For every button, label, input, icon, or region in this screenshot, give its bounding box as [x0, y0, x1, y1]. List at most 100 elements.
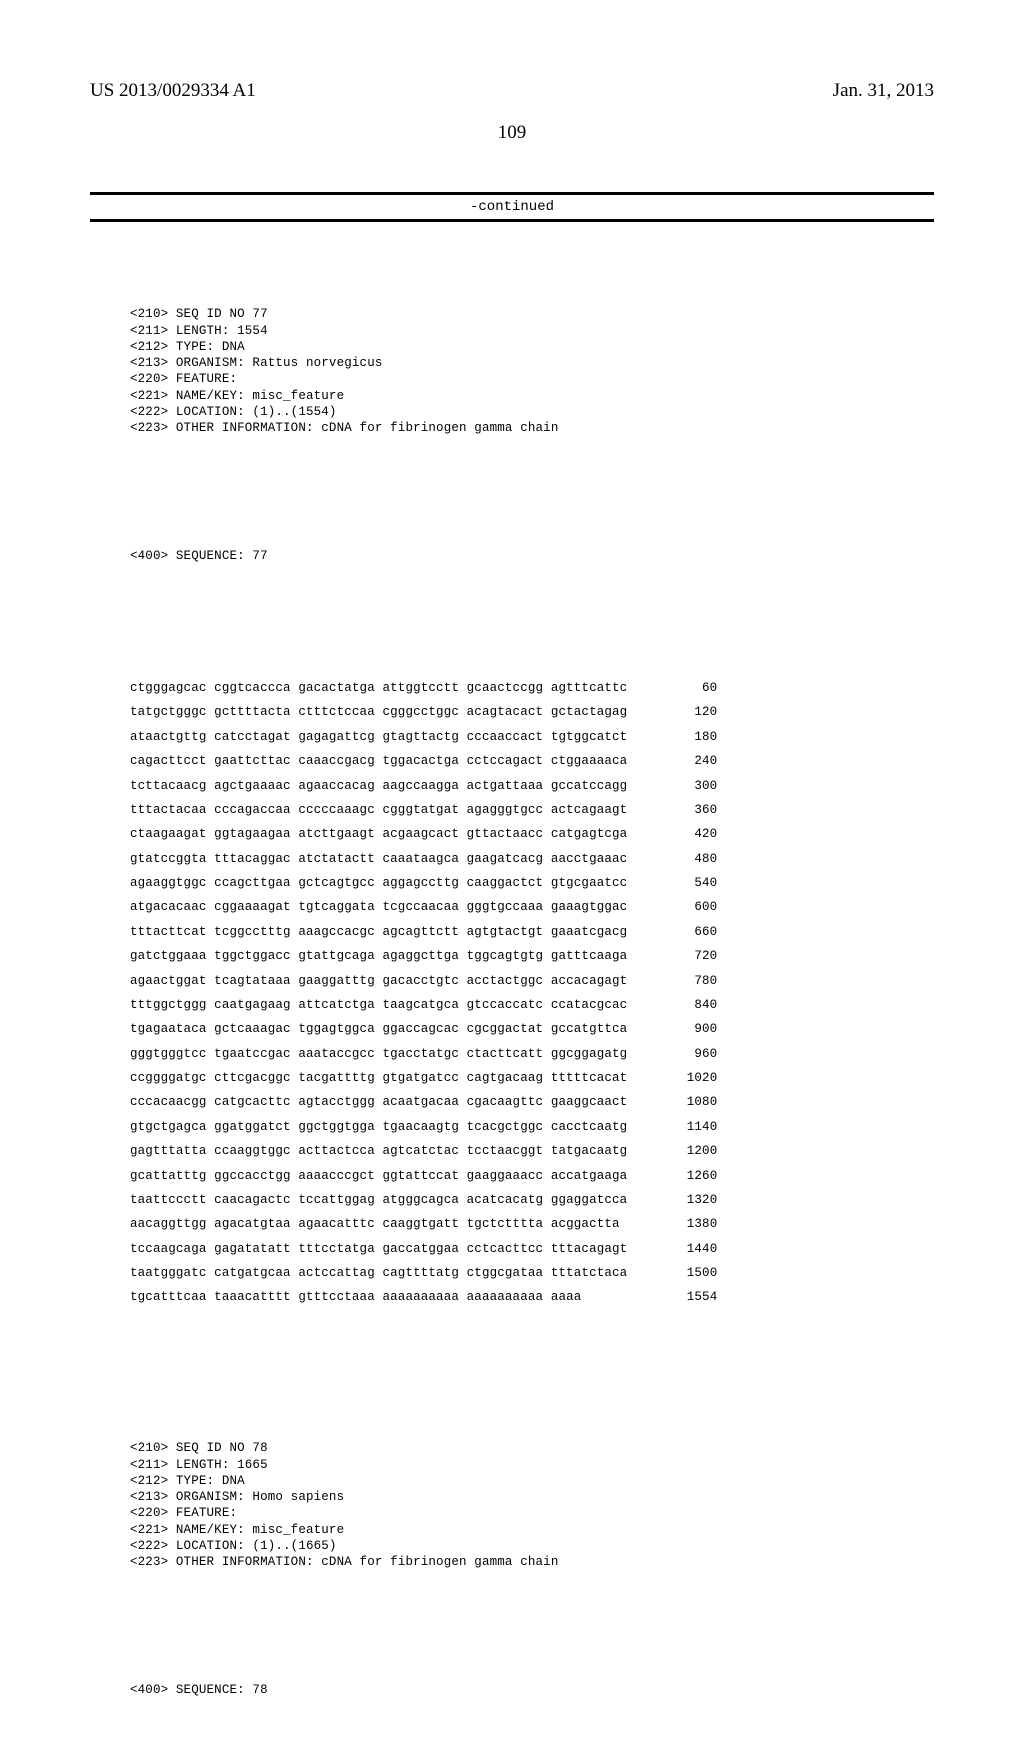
sequence-position: 1080	[667, 1090, 717, 1114]
page: US 2013/0029334 A1 Jan. 31, 2013 109 -co…	[0, 0, 1024, 1320]
sequence-bases: gtgctgagca ggatggatct ggctggtgga tgaacaa…	[130, 1115, 667, 1139]
sequence-bases: cagacttcct gaattcttac caaaccgacg tggacac…	[130, 749, 667, 773]
sequence-bases: gggtgggtcc tgaatccgac aaataccgcc tgaccta…	[130, 1042, 667, 1066]
seq77-sequence-table: ctgggagcac cggtcaccca gacactatga attggtc…	[130, 676, 717, 1310]
page-number: 109	[90, 122, 934, 144]
sequence-position: 1020	[667, 1066, 717, 1090]
publication-number: US 2013/0029334 A1	[90, 80, 256, 102]
sequence-bases: tgagaataca gctcaaagac tggagtggca ggaccag…	[130, 1017, 667, 1041]
sequence-position: 300	[667, 774, 717, 798]
sequence-row: tttacttcat tcggcctttg aaagccacgc agcagtt…	[130, 920, 717, 944]
seq77-meta: <210> SEQ ID NO 77<211> LENGTH: 1554<212…	[130, 306, 934, 436]
sequence-row: agaaggtggc ccagcttgaa gctcagtgcc aggagcc…	[130, 871, 717, 895]
sequence-position: 540	[667, 871, 717, 895]
sequence-row: gagtttatta ccaaggtggc acttactcca agtcatc…	[130, 1139, 717, 1163]
sequence-row: tgcatttcaa taaacatttt gtttcctaaa aaaaaaa…	[130, 1285, 717, 1309]
sequence-bases: gatctggaaa tggctggacc gtattgcaga agaggct…	[130, 944, 667, 968]
bottom-rule	[90, 219, 934, 222]
seq-meta-line: <212> TYPE: DNA	[130, 1473, 934, 1489]
sequence-bases: tatgctgggc gcttttacta ctttctccaa cgggcct…	[130, 700, 667, 724]
running-header: US 2013/0029334 A1 Jan. 31, 2013	[90, 80, 934, 102]
seq-meta-line: <222> LOCATION: (1)..(1665)	[130, 1538, 934, 1554]
sequence-listing-block: <210> SEQ ID NO 77<211> LENGTH: 1554<212…	[90, 250, 934, 1755]
sequence-row: tttggctggg caatgagaag attcatctga taagcat…	[130, 993, 717, 1017]
sequence-bases: tgcatttcaa taaacatttt gtttcctaaa aaaaaaa…	[130, 1285, 667, 1309]
continued-label: -continued	[90, 199, 934, 215]
seq-meta-line: <212> TYPE: DNA	[130, 339, 934, 355]
sequence-bases: ctgggagcac cggtcaccca gacactatga attggtc…	[130, 676, 667, 700]
sequence-row: agaactggat tcagtataaa gaaggatttg gacacct…	[130, 969, 717, 993]
sequence-bases: tttactacaa cccagaccaa cccccaaagc cgggtat…	[130, 798, 667, 822]
sequence-row: tatgctgggc gcttttacta ctttctccaa cgggcct…	[130, 700, 717, 724]
sequence-row: gtgctgagca ggatggatct ggctggtgga tgaacaa…	[130, 1115, 717, 1139]
sequence-bases: ctaagaagat ggtagaagaa atcttgaagt acgaagc…	[130, 822, 667, 846]
sequence-row: gcattatttg ggccacctgg aaaacccgct ggtattc…	[130, 1164, 717, 1188]
sequence-bases: tcttacaacg agctgaaaac agaaccacag aagccaa…	[130, 774, 667, 798]
sequence-row: tttactacaa cccagaccaa cccccaaagc cgggtat…	[130, 798, 717, 822]
sequence-row: ctaagaagat ggtagaagaa atcttgaagt acgaagc…	[130, 822, 717, 846]
sequence-bases: agaactggat tcagtataaa gaaggatttg gacacct…	[130, 969, 667, 993]
sequence-position: 900	[667, 1017, 717, 1041]
sequence-row: gggtgggtcc tgaatccgac aaataccgcc tgaccta…	[130, 1042, 717, 1066]
seq-meta-line: <221> NAME/KEY: misc_feature	[130, 388, 934, 404]
sequence-bases: taattccctt caacagactc tccattggag atgggca…	[130, 1188, 667, 1212]
sequence-row: gatctggaaa tggctggacc gtattgcaga agaggct…	[130, 944, 717, 968]
sequence-position: 1200	[667, 1139, 717, 1163]
sequence-row: tccaagcaga gagatatatt tttcctatga gaccatg…	[130, 1237, 717, 1261]
seq-meta-line: <220> FEATURE:	[130, 371, 934, 387]
seq-meta-line: <223> OTHER INFORMATION: cDNA for fibrin…	[130, 420, 934, 436]
sequence-position: 360	[667, 798, 717, 822]
sequence-position: 840	[667, 993, 717, 1017]
sequence-bases: taatgggatc catgatgcaa actccattag cagtttt…	[130, 1261, 667, 1285]
sequence-row: aacaggttgg agacatgtaa agaacatttc caaggtg…	[130, 1212, 717, 1236]
seq-meta-line: <223> OTHER INFORMATION: cDNA for fibrin…	[130, 1554, 934, 1570]
sequence-bases: ataactgttg catcctagat gagagattcg gtagtta…	[130, 725, 667, 749]
sequence-position: 960	[667, 1042, 717, 1066]
sequence-row: taatgggatc catgatgcaa actccattag cagtttt…	[130, 1261, 717, 1285]
seq78-sequence-label: <400> SEQUENCE: 78	[130, 1682, 934, 1698]
sequence-position: 120	[667, 700, 717, 724]
publication-date: Jan. 31, 2013	[833, 80, 934, 102]
sequence-position: 1140	[667, 1115, 717, 1139]
seq-meta-line: <213> ORGANISM: Homo sapiens	[130, 1489, 934, 1505]
sequence-position: 480	[667, 847, 717, 871]
sequence-bases: gcattatttg ggccacctgg aaaacccgct ggtattc…	[130, 1164, 667, 1188]
sequence-bases: gagtttatta ccaaggtggc acttactcca agtcatc…	[130, 1139, 667, 1163]
sequence-bases: agaaggtggc ccagcttgaa gctcagtgcc aggagcc…	[130, 871, 667, 895]
seq-meta-line: <221> NAME/KEY: misc_feature	[130, 1522, 934, 1538]
sequence-row: ccggggatgc cttcgacggc tacgattttg gtgatga…	[130, 1066, 717, 1090]
sequence-row: gtatccggta tttacaggac atctatactt caaataa…	[130, 847, 717, 871]
seq-meta-line: <210> SEQ ID NO 77	[130, 306, 934, 322]
sequence-row: cagacttcct gaattcttac caaaccgacg tggacac…	[130, 749, 717, 773]
sequence-position: 1380	[667, 1212, 717, 1236]
sequence-row: ctgggagcac cggtcaccca gacactatga attggtc…	[130, 676, 717, 700]
sequence-bases: tccaagcaga gagatatatt tttcctatga gaccatg…	[130, 1237, 667, 1261]
sequence-position: 1440	[667, 1237, 717, 1261]
sequence-bases: tttggctggg caatgagaag attcatctga taagcat…	[130, 993, 667, 1017]
sequence-row: taattccctt caacagactc tccattggag atgggca…	[130, 1188, 717, 1212]
sequence-row: tcttacaacg agctgaaaac agaaccacag aagccaa…	[130, 774, 717, 798]
seq-meta-line: <210> SEQ ID NO 78	[130, 1440, 934, 1456]
seq-meta-line: <211> LENGTH: 1665	[130, 1457, 934, 1473]
sequence-bases: ccggggatgc cttcgacggc tacgattttg gtgatga…	[130, 1066, 667, 1090]
sequence-bases: gtatccggta tttacaggac atctatactt caaataa…	[130, 847, 667, 871]
seq-meta-line: <213> ORGANISM: Rattus norvegicus	[130, 355, 934, 371]
sequence-position: 420	[667, 822, 717, 846]
seq77-sequence-label: <400> SEQUENCE: 77	[130, 548, 934, 564]
sequence-position: 720	[667, 944, 717, 968]
sequence-bases: aacaggttgg agacatgtaa agaacatttc caaggtg…	[130, 1212, 667, 1236]
sequence-bases: cccacaacgg catgcacttc agtacctggg acaatga…	[130, 1090, 667, 1114]
sequence-row: ataactgttg catcctagat gagagattcg gtagtta…	[130, 725, 717, 749]
sequence-position: 780	[667, 969, 717, 993]
sequence-position: 600	[667, 895, 717, 919]
seq-meta-line: <211> LENGTH: 1554	[130, 323, 934, 339]
sequence-position: 240	[667, 749, 717, 773]
sequence-position: 60	[667, 676, 717, 700]
sequence-bases: atgacacaac cggaaaagat tgtcaggata tcgccaa…	[130, 895, 667, 919]
sequence-bases: tttacttcat tcggcctttg aaagccacgc agcagtt…	[130, 920, 667, 944]
seq-meta-line: <220> FEATURE:	[130, 1505, 934, 1521]
sequence-position: 1260	[667, 1164, 717, 1188]
sequence-position: 1320	[667, 1188, 717, 1212]
top-rule	[90, 192, 934, 195]
sequence-position: 180	[667, 725, 717, 749]
